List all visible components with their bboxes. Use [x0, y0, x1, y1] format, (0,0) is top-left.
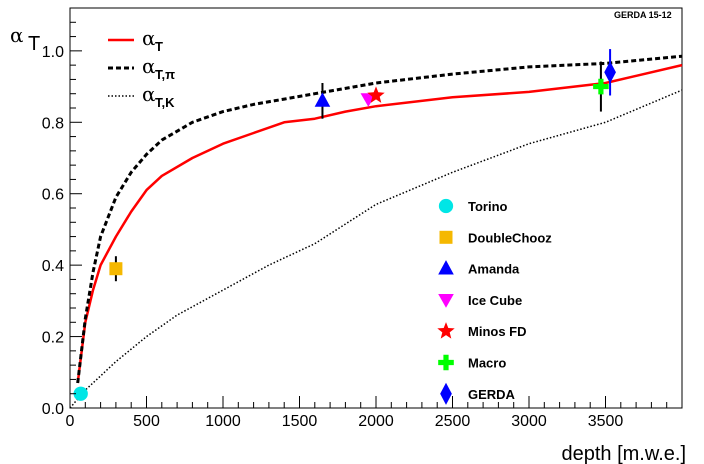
model-curves	[69, 54, 683, 409]
legend-marker-doublechooz	[439, 230, 453, 244]
legend-alpha-symbol: α	[142, 82, 156, 106]
curve-alpha-t	[76, 63, 683, 384]
x-tick-label: 1500	[282, 413, 318, 430]
y-tick-label: 0.2	[42, 330, 64, 347]
legend-label-macro: Macro	[468, 356, 506, 371]
data-point-amanda	[314, 92, 331, 107]
data-point-doublechooz	[109, 262, 123, 276]
legend-curve-subscript: T	[155, 39, 163, 54]
legend-label-ice-cube: Ice Cube	[468, 293, 522, 308]
legend-label-gerda: GERDA	[468, 387, 516, 402]
x-tick-label: 2500	[435, 413, 471, 430]
y-axis-subscript: T	[28, 33, 40, 55]
data-point-minos-fd	[367, 86, 385, 103]
legend-label-torino: Torino	[468, 199, 508, 214]
legend-marker-ice-cube	[438, 294, 454, 308]
corner-label: GERDA 15-12	[614, 10, 672, 20]
legend-label-doublechooz: DoubleChooz	[468, 230, 552, 245]
x-tick-label: 3500	[588, 413, 624, 430]
legend-curve-subscript: T,π	[155, 67, 175, 82]
y-tick-label: 1.0	[42, 44, 64, 61]
x-tick-label: 500	[133, 413, 160, 430]
legend-marker-minos-fd	[437, 322, 455, 339]
data-point-gerda	[604, 61, 616, 84]
x-tick-label: 2000	[358, 413, 394, 430]
legend-label-minos-fd: Minos FD	[468, 324, 527, 339]
legend-curve-subscript: T,K	[155, 95, 175, 110]
y-axis-title: α T	[10, 23, 40, 55]
curve-legend: α Tα T,πα T,K	[108, 26, 175, 110]
y-tick-label: 0.0	[42, 401, 64, 418]
x-axis-title: depth [m.w.e.]	[561, 443, 686, 464]
legend-marker-torino	[438, 198, 454, 214]
curve-alpha-t-k	[69, 89, 683, 409]
y-axis-symbol: α	[10, 23, 24, 47]
x-tick-label: 3000	[511, 413, 547, 430]
y-tick-label: 0.8	[42, 115, 64, 132]
legend-alpha-symbol: α	[142, 54, 156, 78]
x-tick-label: 0	[66, 413, 75, 430]
data-points	[73, 49, 616, 401]
legend-label-amanda: Amanda	[468, 262, 520, 277]
experiment-legend: Torino DoubleChooz Amanda Ice Cube Minos FD M…	[437, 198, 552, 405]
x-tick-label: 1000	[205, 413, 241, 430]
axes: 0 500 1000 1500 2000 2500 3000 3500 0.0 0.2 0.4 0.6…	[42, 7, 668, 430]
legend-marker-gerda	[440, 382, 452, 405]
curve-alpha-t-pi	[76, 54, 683, 384]
legend-marker-macro	[438, 354, 454, 371]
legend-alpha-symbol: α	[142, 26, 156, 50]
y-tick-label: 0.6	[42, 187, 64, 204]
legend-marker-amanda	[438, 260, 454, 275]
data-point-torino	[73, 386, 88, 401]
y-tick-label: 0.4	[42, 258, 64, 275]
data-point-macro	[593, 78, 609, 95]
